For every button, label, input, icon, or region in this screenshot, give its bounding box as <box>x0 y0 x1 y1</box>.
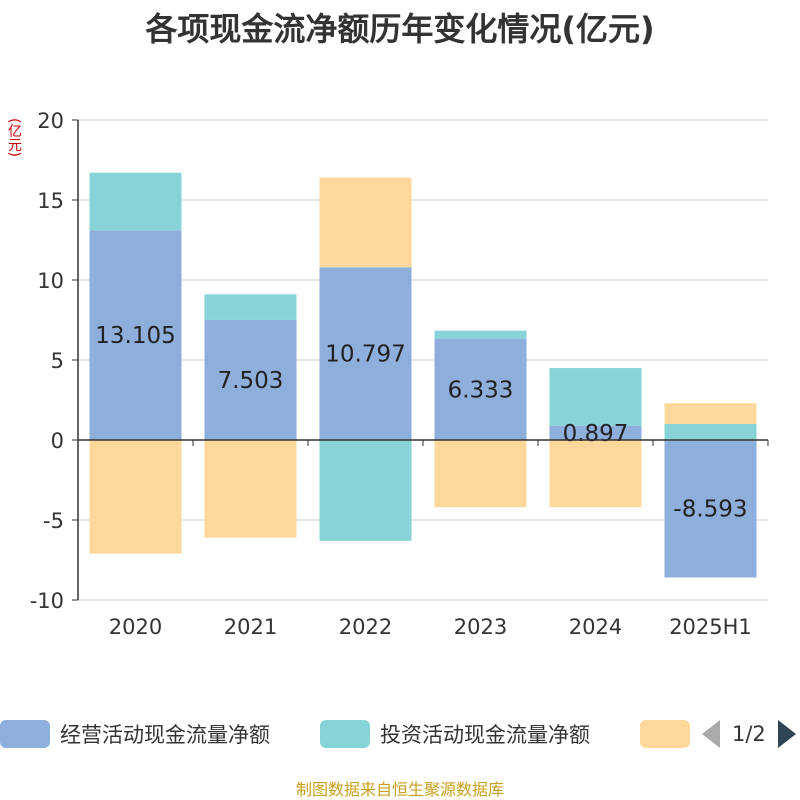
legend-pager: 1/2 <box>702 716 796 752</box>
legend-swatch <box>640 720 690 748</box>
legend-item-operating[interactable]: 经营活动现金流量净额 <box>0 716 270 752</box>
x-tick-label: 2022 <box>339 615 392 639</box>
data-label: 0.897 <box>563 421 629 447</box>
data-label: 6.333 <box>448 377 514 403</box>
bar-series-1-2024 <box>549 368 642 426</box>
chart-title: 各项现金流净额历年变化情况(亿元) <box>145 10 655 48</box>
legend-swatch <box>320 720 370 748</box>
bar-series-2-2023 <box>434 440 527 508</box>
x-tick-label: 2025H1 <box>669 615 752 639</box>
y-tick-label: -10 <box>30 589 64 613</box>
data-label: 10.797 <box>325 342 405 368</box>
bar-series-0-2023 <box>434 338 527 440</box>
data-label: 7.503 <box>218 368 284 394</box>
x-tick-label: 2020 <box>109 615 162 639</box>
bar-series-2-2022 <box>319 177 412 268</box>
bar-series-0-2021 <box>204 319 297 440</box>
bar-chart: -10 -5 0 5 10 15 20 13.105 7.503 10.797 6.333 0.897… <box>30 109 769 639</box>
y-tick-label: 10 <box>37 269 64 293</box>
bar-series-2-2021 <box>204 440 297 538</box>
chevron-left-icon[interactable] <box>702 720 720 748</box>
bar-series-1-2021 <box>204 294 297 320</box>
legend-item-investing[interactable]: 投资活动现金流量净额 <box>320 716 590 752</box>
y-tick-label: 0 <box>51 429 64 453</box>
y-tick-label: 20 <box>37 109 64 133</box>
data-label: -8.593 <box>673 497 747 523</box>
y-tick-label: -5 <box>43 509 64 533</box>
data-source-note: 制图数据来自恒生聚源数据库 <box>295 780 504 799</box>
legend-label: 经营活动现金流量净额 <box>60 723 270 747</box>
x-tick-label: 2023 <box>454 615 507 639</box>
data-label: 13.105 <box>95 323 175 349</box>
bar-series-2-2020 <box>89 440 182 554</box>
bar-series-1-2020 <box>89 172 182 231</box>
legend-page-indicator: 1/2 <box>732 722 766 746</box>
bar-series-1-2025H1 <box>664 424 757 440</box>
y-axis-unit: (亿元) <box>6 118 22 157</box>
y-tick-label: 15 <box>37 189 64 213</box>
bar-series-2-2025H1 <box>664 403 757 424</box>
bar-series-1-2023 <box>434 330 527 339</box>
y-tick-label: 5 <box>51 349 64 373</box>
bar-series-1-2022 <box>319 440 412 541</box>
bar-series-2-2024 <box>549 440 642 508</box>
x-tick-label: 2021 <box>224 615 277 639</box>
bar-series-0-2024 <box>549 425 642 440</box>
chevron-right-icon[interactable] <box>777 720 796 748</box>
legend-label: 投资活动现金流量净额 <box>380 723 590 747</box>
bar-series-0-2022 <box>319 267 412 440</box>
legend-item-financing[interactable] <box>640 716 700 752</box>
bar-series-0-2025H1 <box>664 440 757 578</box>
legend: 经营活动现金流量净额 投资活动现金流量净额 1/2 <box>0 716 800 756</box>
bar-series-0-2020 <box>89 230 182 440</box>
legend-swatch <box>0 720 50 748</box>
x-tick-label: 2024 <box>569 615 622 639</box>
